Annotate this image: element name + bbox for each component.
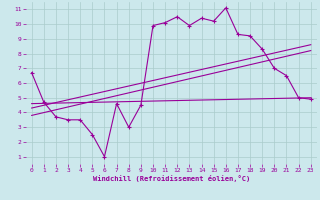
- X-axis label: Windchill (Refroidissement éolien,°C): Windchill (Refroidissement éolien,°C): [92, 175, 250, 182]
